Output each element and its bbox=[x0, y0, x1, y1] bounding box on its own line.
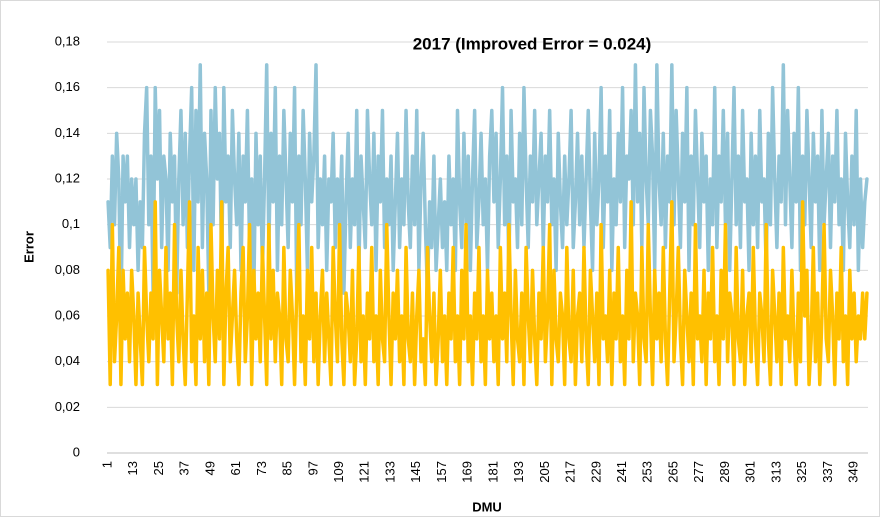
x-tick-label: 313 bbox=[768, 461, 783, 483]
y-tick-label: 0,04 bbox=[55, 353, 80, 368]
x-tick-label: 349 bbox=[846, 461, 861, 483]
x-tick-label: 61 bbox=[228, 461, 243, 475]
x-axis-title: DMU bbox=[472, 499, 502, 514]
x-tick-label: 145 bbox=[408, 461, 423, 483]
x-tick-label: 229 bbox=[588, 461, 603, 483]
x-tick-label: 1 bbox=[100, 461, 115, 468]
x-tick-label: 49 bbox=[202, 461, 217, 475]
y-tick-label: 0 bbox=[73, 444, 80, 459]
x-tick-label: 37 bbox=[177, 461, 192, 475]
x-tick-label: 25 bbox=[151, 461, 166, 475]
y-tick-label: 0,12 bbox=[55, 170, 80, 185]
x-tick-label: 337 bbox=[820, 461, 835, 483]
x-tick-label: 157 bbox=[434, 461, 449, 483]
x-tick-label: 97 bbox=[305, 461, 320, 475]
y-tick-label: 0,1 bbox=[62, 216, 80, 231]
y-axis-title: Error bbox=[21, 231, 36, 263]
y-tick-label: 0,14 bbox=[55, 125, 80, 140]
x-tick-label: 325 bbox=[794, 461, 809, 483]
x-tick-label: 169 bbox=[460, 461, 475, 483]
x-tick-label: 253 bbox=[640, 461, 655, 483]
x-tick-label: 109 bbox=[331, 461, 346, 483]
x-tick-label: 217 bbox=[563, 461, 578, 483]
x-tick-label: 133 bbox=[382, 461, 397, 483]
x-tick-label: 181 bbox=[485, 461, 500, 483]
x-tick-label: 265 bbox=[665, 461, 680, 483]
x-tick-label: 13 bbox=[125, 461, 140, 475]
x-tick-label: 85 bbox=[280, 461, 295, 475]
chart-title: 2017 (Improved Error = 0.024) bbox=[413, 34, 652, 53]
x-tick-label: 73 bbox=[254, 461, 269, 475]
y-tick-label: 0,18 bbox=[55, 33, 80, 48]
x-tick-label: 241 bbox=[614, 461, 629, 483]
x-tick-label: 121 bbox=[357, 461, 372, 483]
y-tick-label: 0,06 bbox=[55, 307, 80, 322]
y-tick-label: 0,16 bbox=[55, 79, 80, 94]
x-tick-label: 289 bbox=[717, 461, 732, 483]
plot-area bbox=[106, 63, 869, 387]
y-tick-label: 0,08 bbox=[55, 262, 80, 277]
series-line bbox=[106, 200, 869, 387]
x-tick-label: 205 bbox=[537, 461, 552, 483]
x-tick-label: 277 bbox=[691, 461, 706, 483]
x-tick-label: 193 bbox=[511, 461, 526, 483]
x-tick-label: 301 bbox=[743, 461, 758, 483]
y-tick-label: 0,02 bbox=[55, 399, 80, 414]
